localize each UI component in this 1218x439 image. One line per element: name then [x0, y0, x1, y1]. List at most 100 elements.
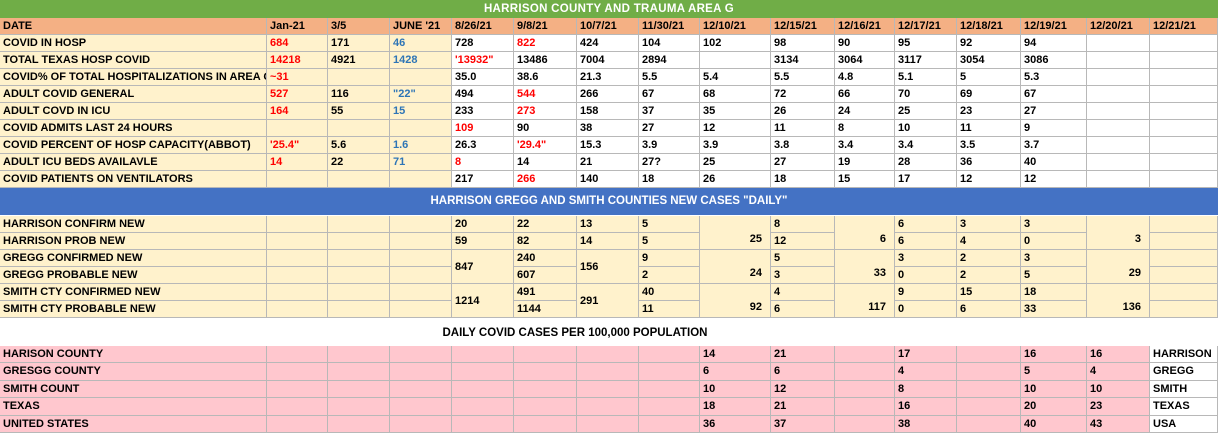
empty-cell[interactable] — [1150, 233, 1218, 250]
data-cell[interactable]: 8 — [771, 216, 835, 233]
row-label[interactable]: COVID ADMITS LAST 24 HOURS — [0, 120, 267, 137]
data-cell[interactable]: 5.4 — [700, 69, 771, 86]
data-cell[interactable]: 21 — [771, 398, 835, 416]
row-label[interactable]: COVID IN HOSP — [0, 35, 267, 52]
merged-cell[interactable]: 3 — [1087, 216, 1150, 250]
data-cell[interactable]: 55 — [328, 103, 390, 120]
header-col[interactable]: 12/18/21 — [957, 18, 1021, 35]
empty-cell[interactable] — [639, 398, 700, 416]
data-cell[interactable]: 23 — [1087, 398, 1150, 416]
data-cell[interactable]: 98 — [771, 35, 835, 52]
empty-cell[interactable] — [452, 363, 514, 381]
data-cell[interactable] — [1087, 69, 1150, 86]
row-label[interactable]: HARRISON CONFIRM NEW — [0, 216, 267, 233]
data-cell[interactable]: 14218 — [267, 52, 328, 69]
data-cell[interactable]: '13932" — [452, 52, 514, 69]
data-cell[interactable]: 28 — [895, 154, 957, 171]
header-col[interactable]: 12/21/21 — [1150, 18, 1218, 35]
row-label[interactable]: ADULT COVID GENERAL — [0, 86, 267, 103]
data-cell[interactable]: 6 — [957, 301, 1021, 318]
header-col[interactable]: 12/16/21 — [835, 18, 895, 35]
data-cell[interactable] — [390, 120, 452, 137]
data-cell[interactable]: 68 — [700, 86, 771, 103]
row-label[interactable]: UNITED STATES — [0, 416, 267, 433]
region-name[interactable]: USA — [1150, 416, 1218, 433]
data-cell[interactable]: 8 — [452, 154, 514, 171]
data-cell[interactable]: 27? — [639, 154, 700, 171]
empty-cell[interactable] — [390, 416, 452, 433]
data-cell[interactable]: 3.9 — [639, 137, 700, 154]
empty-cell[interactable] — [835, 416, 895, 433]
data-cell[interactable]: 36 — [957, 154, 1021, 171]
data-cell[interactable]: 35 — [700, 103, 771, 120]
header-col[interactable]: 9/8/21 — [514, 18, 577, 35]
region-name[interactable]: TEXAS — [1150, 398, 1218, 416]
header-col[interactable]: 12/20/21 — [1087, 18, 1150, 35]
empty-cell[interactable] — [328, 346, 390, 363]
header-col[interactable]: JUNE '21 — [390, 18, 452, 35]
data-cell[interactable]: 90 — [835, 35, 895, 52]
data-cell[interactable]: 8 — [895, 381, 957, 398]
empty-cell[interactable] — [267, 346, 328, 363]
row-label[interactable]: TEXAS — [0, 398, 267, 416]
empty-cell[interactable] — [514, 363, 577, 381]
data-cell[interactable]: 0 — [895, 301, 957, 318]
empty-cell[interactable] — [957, 346, 1021, 363]
header-col[interactable]: 12/15/21 — [771, 18, 835, 35]
data-cell[interactable]: 12 — [771, 233, 835, 250]
empty-cell[interactable] — [452, 398, 514, 416]
data-cell[interactable] — [328, 120, 390, 137]
data-cell[interactable]: 5.5 — [639, 69, 700, 86]
data-cell[interactable]: 424 — [577, 35, 639, 52]
empty-cell[interactable] — [514, 381, 577, 398]
row-label[interactable]: TOTAL TEXAS HOSP COVID — [0, 52, 267, 69]
data-cell[interactable]: 109 — [452, 120, 514, 137]
data-cell[interactable]: 14 — [267, 154, 328, 171]
empty-cell[interactable] — [328, 284, 390, 301]
region-name[interactable]: GREGG — [1150, 363, 1218, 381]
data-cell[interactable]: 1.6 — [390, 137, 452, 154]
merged-cell[interactable]: 291 — [577, 284, 639, 318]
data-cell[interactable]: 12 — [771, 381, 835, 398]
data-cell[interactable]: 2 — [957, 250, 1021, 267]
empty-cell[interactable] — [390, 216, 452, 233]
row-label[interactable]: HARRISON PROB NEW — [0, 233, 267, 250]
empty-cell[interactable] — [390, 284, 452, 301]
data-cell[interactable]: 684 — [267, 35, 328, 52]
empty-cell[interactable] — [835, 346, 895, 363]
data-cell[interactable]: 18 — [771, 171, 835, 188]
empty-cell[interactable] — [390, 346, 452, 363]
data-cell[interactable]: 1428 — [390, 52, 452, 69]
merged-cell[interactable]: 33 — [835, 250, 895, 284]
data-cell[interactable]: 158 — [577, 103, 639, 120]
data-cell[interactable]: 16 — [1021, 346, 1087, 363]
row-label[interactable]: GRESGG COUNTY — [0, 363, 267, 381]
data-cell[interactable]: 69 — [957, 86, 1021, 103]
data-cell[interactable]: 3 — [957, 216, 1021, 233]
data-cell[interactable]: 266 — [577, 86, 639, 103]
data-cell[interactable]: 38 — [577, 120, 639, 137]
data-cell[interactable]: 92 — [957, 35, 1021, 52]
empty-cell[interactable] — [267, 381, 328, 398]
data-cell[interactable]: 94 — [1021, 35, 1087, 52]
data-cell[interactable]: 728 — [452, 35, 514, 52]
merged-cell[interactable]: 1214 — [452, 284, 514, 318]
empty-cell[interactable] — [267, 363, 328, 381]
row-label[interactable]: SMITH CTY PROBABLE NEW — [0, 301, 267, 318]
data-cell[interactable]: 66 — [835, 86, 895, 103]
row-label[interactable]: SMITH COUNT — [0, 381, 267, 398]
empty-cell[interactable] — [452, 346, 514, 363]
header-col[interactable]: 12/19/21 — [1021, 18, 1087, 35]
data-cell[interactable]: 25 — [895, 103, 957, 120]
data-cell[interactable]: 67 — [639, 86, 700, 103]
data-cell[interactable]: 5 — [957, 69, 1021, 86]
data-cell[interactable] — [1087, 154, 1150, 171]
empty-cell[interactable] — [267, 250, 328, 267]
header-col[interactable]: 12/17/21 — [895, 18, 957, 35]
merged-cell[interactable]: 847 — [452, 250, 514, 284]
data-cell[interactable]: 37 — [639, 103, 700, 120]
empty-cell[interactable] — [267, 398, 328, 416]
empty-cell[interactable] — [267, 284, 328, 301]
empty-cell[interactable] — [328, 363, 390, 381]
data-cell[interactable]: 71 — [390, 154, 452, 171]
